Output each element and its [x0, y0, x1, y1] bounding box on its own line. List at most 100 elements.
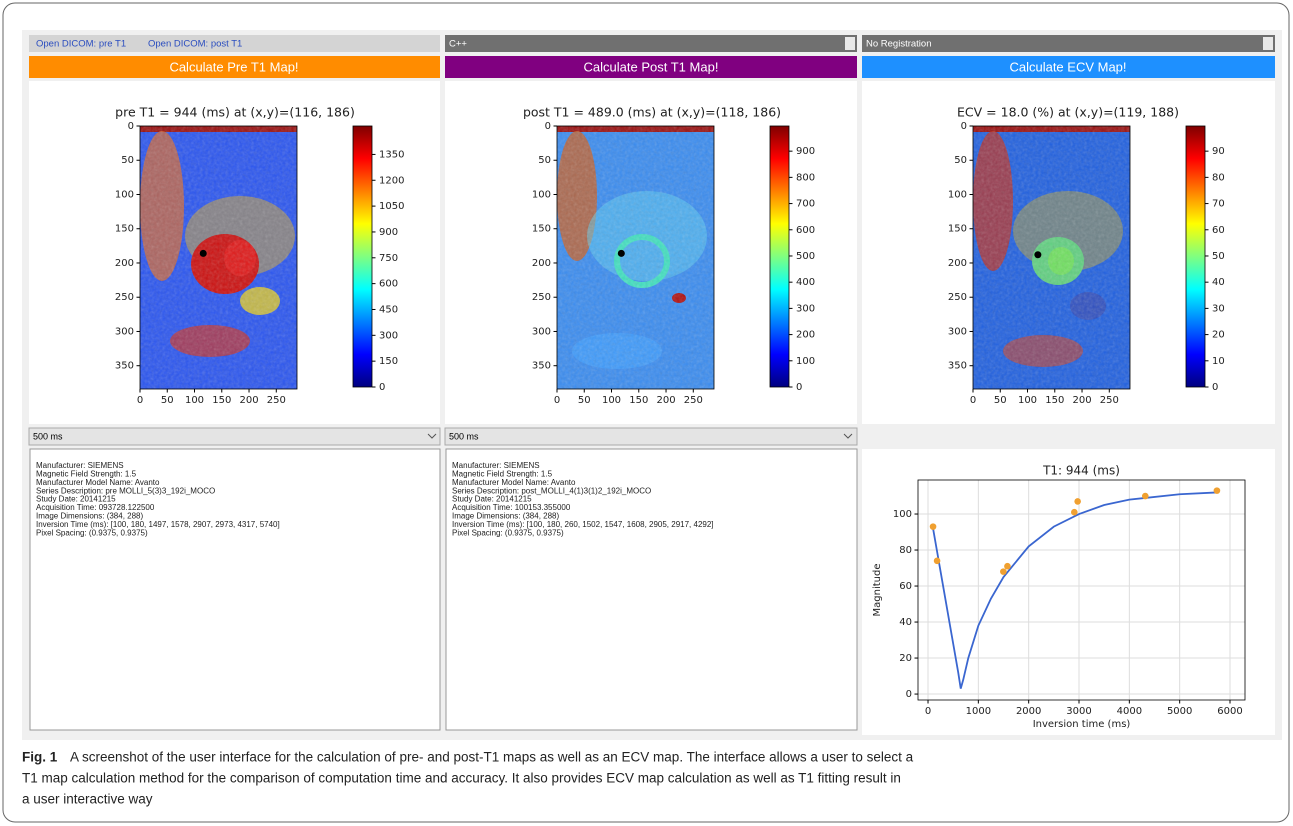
x-tick-label: 1000	[966, 706, 991, 717]
x-tick-label: 250	[684, 395, 703, 406]
x-tick-label: 200	[1072, 395, 1091, 406]
map-title: post T1 = 489.0 (ms) at (x,y)=(118, 186)	[523, 105, 781, 120]
colorbar-tick-label: 20	[1212, 330, 1225, 341]
info-line: Acquisition Time: 093728.122500	[36, 503, 155, 512]
data-point	[1074, 498, 1081, 505]
colorbar-tick-label: 100	[796, 356, 815, 367]
x-tick-label: 150	[629, 395, 648, 406]
colorbar-tick-label: 0	[1212, 382, 1218, 393]
map-title: ECV = 18.0 (%) at (x,y)=(119, 188)	[957, 105, 1179, 120]
method-combo[interactable]	[445, 35, 857, 52]
map: post T1 = 489.0 (ms) at (x,y)=(118, 186)…	[523, 105, 815, 407]
caption-line: T1 map calculation method for the compar…	[22, 771, 901, 786]
y-tick-label: 50	[121, 155, 134, 166]
info-line: Manufacturer: SIEMENS	[452, 461, 540, 470]
image-texture	[557, 126, 714, 389]
x-tick-label: 50	[161, 395, 174, 406]
dropdown-chevron	[427, 433, 853, 439]
info-line: Image Dimensions: (384, 288)	[452, 512, 560, 521]
dropdown[interactable]	[444, 427, 858, 446]
colorbar-tick-label: 800	[796, 172, 815, 183]
selected-pixel[interactable]	[199, 249, 207, 257]
menu-item[interactable]: Open DICOM: pre T1	[36, 39, 126, 50]
colorbar-tick-label: 500	[796, 251, 815, 262]
colorbar-tick-label: 600	[379, 279, 398, 290]
y-tick-label: 50	[954, 155, 967, 166]
button-label[interactable]: Calculate ECV Map!	[1009, 59, 1126, 74]
info-line: Image Dimensions: (384, 288)	[36, 512, 144, 521]
fit-chart: T1: 944 (ms) 0 1000 2000 3000 4000 5000 6000 0 20…	[872, 464, 1246, 730]
data-point	[933, 557, 941, 565]
y-tick-label: 250	[948, 292, 967, 303]
x-tick-label: 200	[239, 395, 258, 406]
colorbar-tick-label: 750	[379, 253, 398, 264]
selected-pixel[interactable]	[617, 249, 625, 257]
data-point	[1000, 568, 1007, 575]
colorbar-tick-label: 600	[796, 225, 815, 236]
y-tick-label: 60	[899, 581, 912, 592]
info-line: Acquisition Time: 100153.355000	[452, 503, 571, 512]
colorbar-tick-label: 70	[1212, 199, 1225, 210]
pre-button[interactable]	[29, 56, 440, 78]
image-frame	[972, 125, 1131, 390]
colorbar-tick-label: 80	[1212, 172, 1225, 183]
selected-pixel[interactable]	[1034, 251, 1042, 259]
info-line: Magnetic Field Strength: 1.5	[36, 470, 137, 479]
ecv-button[interactable]	[862, 56, 1275, 78]
info-box	[29, 448, 441, 731]
colorbar-tick-label: 1350	[379, 149, 404, 160]
button-label[interactable]: Calculate Pre T1 Map!	[169, 59, 298, 74]
y-tick-label: 250	[115, 292, 134, 303]
menu-item[interactable]: Open DICOM: post T1	[148, 39, 242, 50]
image-texture	[140, 126, 297, 389]
combo-text: No Registration	[866, 39, 931, 50]
y-tick-label: 300	[115, 326, 134, 337]
colorbar-tick-label: 90	[1212, 146, 1225, 157]
colorbar-tick-label: 10	[1212, 356, 1225, 367]
colorbar-tick-label: 900	[796, 146, 815, 157]
x-tick-label: 50	[994, 395, 1007, 406]
x-tick-label: 0	[554, 395, 560, 406]
colorbar	[1185, 125, 1206, 388]
y-axis-label: Magnitude	[872, 564, 883, 617]
dropdown[interactable]	[28, 427, 441, 446]
info-line: Study Date: 20141215	[36, 495, 116, 504]
button-label[interactable]: Calculate Post T1 Map!	[584, 59, 719, 74]
colorbar-tick-label: 150	[379, 356, 398, 367]
fit-panel	[862, 449, 1275, 735]
info-line: Inversion Time (ms): [100, 180, 1497, 15…	[36, 520, 280, 529]
caption-label: Fig. 1	[22, 750, 58, 765]
map: ECV = 18.0 (%) at (x,y)=(119, 188)0 50 100…	[948, 105, 1225, 407]
y-tick-label: 40	[899, 617, 912, 628]
x-tick-label: 50	[578, 395, 591, 406]
x-tick-label: 0	[137, 395, 143, 406]
post-button[interactable]	[445, 56, 857, 78]
dropdown-text: 500 ms	[33, 431, 63, 441]
x-tick-label: 150	[212, 395, 231, 406]
x-tick-label: 0	[925, 706, 931, 717]
x-tick-label: 5000	[1167, 706, 1192, 717]
x-tick-label: 6000	[1217, 706, 1242, 717]
plot-frame	[917, 479, 1246, 701]
x-tick-label: 4000	[1117, 706, 1142, 717]
combo-arrow	[1263, 37, 1273, 50]
data-point	[929, 523, 937, 530]
data-point	[1213, 487, 1221, 494]
map-image	[139, 125, 298, 390]
registration-combo[interactable]	[862, 35, 1275, 52]
colorbar-tick-label: 900	[379, 227, 398, 238]
y-tick-label: 300	[532, 326, 551, 337]
colorbar-tick-label: 40	[1212, 277, 1225, 288]
caption-line: A screenshot of the user interface for t…	[70, 750, 914, 765]
x-tick-label: 2000	[1016, 706, 1041, 717]
y-tick-label: 350	[948, 361, 967, 372]
colorbar-tick-label: 450	[379, 304, 398, 315]
colorbar-tick-label: 1050	[379, 201, 404, 212]
y-tick-label: 200	[948, 258, 967, 269]
fit-curve	[932, 491, 1217, 689]
data-point	[1141, 492, 1149, 500]
y-tick-label: 350	[115, 361, 134, 372]
info-line: Inversion Time (ms): [100, 180, 260, 150…	[452, 520, 714, 529]
image-texture	[973, 126, 1130, 389]
y-tick-label: 200	[115, 258, 134, 269]
